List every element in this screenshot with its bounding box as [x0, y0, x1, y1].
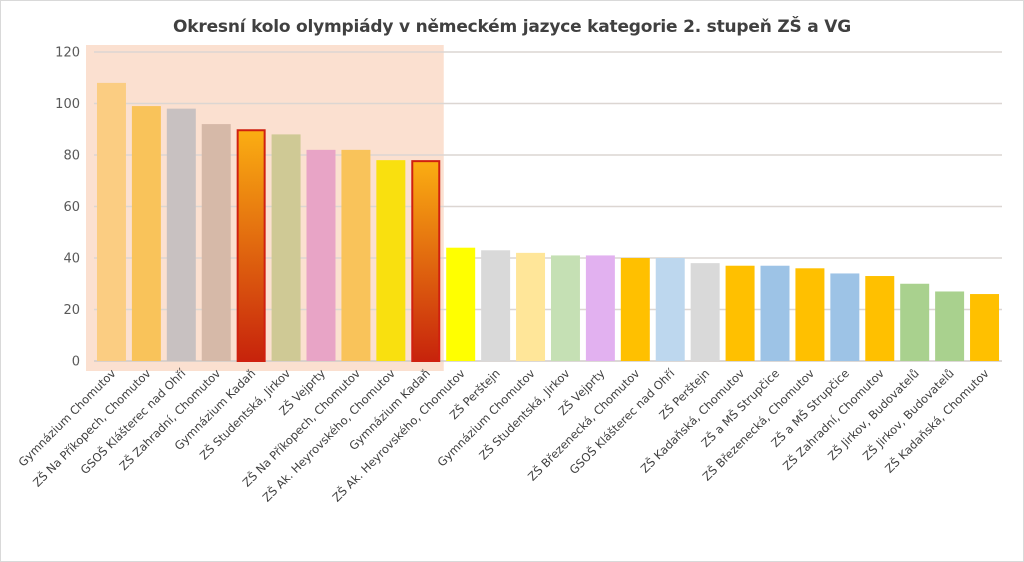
bar — [795, 268, 825, 361]
bar — [725, 265, 755, 361]
y-tick-label: 100 — [55, 97, 80, 112]
y-tick-label: 80 — [63, 149, 80, 164]
bar — [516, 252, 546, 361]
y-tick-label: 0 — [72, 355, 80, 370]
bars — [96, 82, 1000, 362]
bar — [830, 273, 860, 361]
bar — [201, 124, 231, 361]
bar — [550, 255, 580, 361]
y-tick-label: 120 — [55, 46, 80, 61]
bar — [585, 255, 615, 361]
bar — [271, 134, 301, 361]
bar — [935, 291, 965, 361]
bar — [341, 149, 371, 361]
y-axis-ticks: 0 20 40 60 80 100 120 — [55, 46, 80, 370]
bar — [446, 247, 476, 361]
bar — [970, 294, 1000, 361]
bar — [236, 129, 266, 362]
bar — [96, 82, 126, 362]
bar — [900, 283, 930, 361]
bar — [411, 160, 441, 362]
bar — [655, 258, 685, 361]
bar — [306, 149, 336, 361]
bar — [166, 108, 196, 362]
bar — [481, 250, 511, 361]
bar — [690, 263, 720, 361]
y-tick-label: 40 — [63, 252, 80, 267]
y-tick-label: 60 — [63, 200, 80, 215]
bar — [376, 160, 406, 361]
bar — [760, 265, 790, 361]
bar — [620, 258, 650, 361]
chart-title: Okresní kolo olympiády v německém jazyce… — [173, 17, 851, 37]
bar — [131, 106, 161, 361]
bar — [865, 276, 895, 361]
y-tick-label: 20 — [63, 303, 80, 318]
